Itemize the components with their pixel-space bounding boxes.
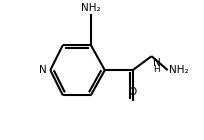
Text: O: O [129,87,137,97]
Text: NH₂: NH₂ [169,65,189,75]
Text: N: N [153,58,161,68]
Text: NH₂: NH₂ [81,3,101,13]
Text: H: H [153,65,159,74]
Text: N: N [39,65,47,75]
